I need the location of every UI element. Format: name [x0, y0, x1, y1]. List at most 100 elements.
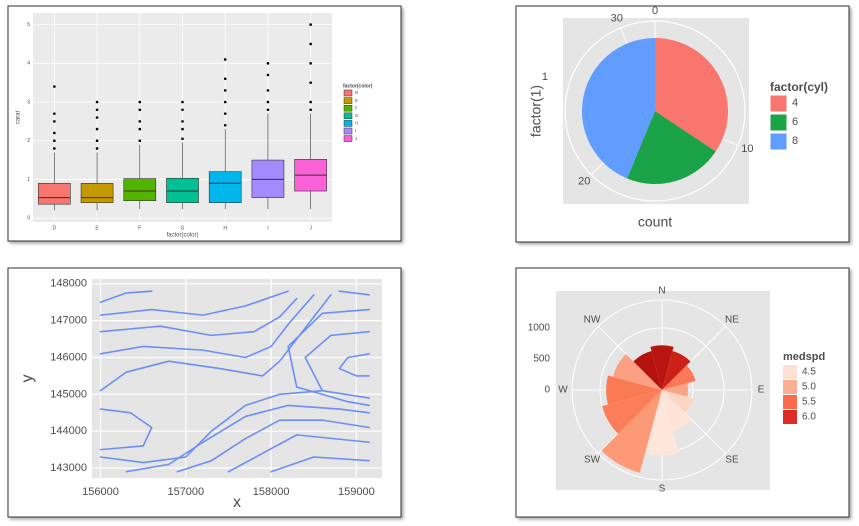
legend-key: [769, 132, 788, 151]
outlier: [309, 23, 312, 26]
contour-line: [99, 290, 289, 316]
x-tick-label: 157000: [167, 486, 204, 498]
legend-key: [769, 113, 788, 132]
outlier: [95, 139, 99, 143]
legend-label: F: [355, 105, 358, 110]
contour-line: [99, 290, 153, 304]
outlier: [53, 131, 56, 135]
legend-label: 4: [792, 97, 798, 109]
contour-line: [99, 294, 315, 359]
direction-label: NW: [584, 315, 601, 326]
outlier: [53, 147, 56, 150]
legend-label: I: [355, 128, 356, 133]
legend-label: 5.5: [802, 397, 816, 408]
legend-key: [783, 365, 797, 379]
direction-label: SE: [725, 455, 739, 466]
contour-line: [99, 389, 324, 464]
x-tick-label: F: [138, 225, 141, 231]
outlier: [223, 58, 227, 61]
box: [123, 178, 157, 202]
outlier: [266, 89, 270, 92]
y-tick-label: 0: [27, 215, 30, 221]
polar-bar: [633, 351, 662, 390]
x-tick-label: H: [223, 225, 227, 231]
y-tick-label: 3: [27, 99, 30, 105]
outlier: [181, 100, 184, 104]
outlier: [53, 85, 56, 88]
y-tick-label: 1: [27, 177, 30, 183]
legend-label: G: [355, 113, 359, 118]
legend-key: [783, 395, 797, 409]
x-tick-label: I: [267, 225, 268, 231]
direction-label: SW: [584, 455, 601, 466]
pie-slice: [655, 37, 729, 152]
outlier: [138, 100, 142, 104]
legend-key: [343, 127, 353, 135]
x-axis-label: x: [233, 494, 241, 511]
legend-key: [343, 135, 353, 142]
polar-bar: [645, 390, 679, 456]
outlier: [95, 108, 99, 112]
outlier: [223, 100, 227, 104]
x-axis-label: factor(color): [166, 233, 198, 239]
polar-bar: [601, 390, 662, 473]
outlier: [266, 108, 270, 112]
box: [80, 182, 114, 203]
y-tick-label: 5: [27, 22, 30, 28]
polar-bar: [662, 383, 689, 397]
y-tick-label: 145000: [50, 388, 87, 400]
contour-line: [338, 353, 371, 377]
y-tick-label: 4: [27, 61, 30, 67]
contour-line: [99, 297, 298, 337]
legend-title: medspd: [783, 351, 825, 363]
legend-key: [343, 89, 353, 97]
polar-bar: [662, 365, 696, 390]
legend-label: D: [355, 90, 359, 95]
outlier: [266, 73, 270, 77]
contour-line: [304, 330, 371, 399]
outlier: [309, 100, 312, 104]
direction-label: E: [758, 385, 765, 396]
legend-label: 5.0: [802, 382, 816, 393]
outlier: [266, 100, 270, 104]
outlier: [95, 116, 99, 119]
legend-key: [769, 94, 788, 113]
box: [251, 159, 285, 198]
outlier: [138, 108, 142, 112]
y-axis-label: y: [19, 375, 36, 383]
box: [166, 177, 199, 203]
x-tick-label: 156000: [82, 486, 119, 498]
y-tick-label: 143000: [50, 462, 87, 474]
outlier: [181, 120, 184, 123]
y-tick-label: 146000: [50, 351, 87, 363]
outlier: [181, 127, 184, 131]
legend-title: factor(cyl): [770, 80, 828, 94]
legend-title: factor(color): [343, 83, 373, 89]
box: [208, 171, 242, 203]
outlier: [53, 120, 56, 123]
outlier: [223, 123, 227, 127]
polar-bar: [612, 354, 662, 390]
x-axis-label: count: [638, 214, 672, 230]
pie-slice: [627, 111, 716, 184]
outlier: [266, 62, 270, 65]
legend-label: 8: [792, 135, 798, 147]
outlier: [309, 62, 312, 65]
outlier: [181, 137, 184, 141]
contour-line: [227, 434, 371, 473]
contour-line: [338, 290, 371, 296]
y-axis-label: factor(1): [528, 85, 544, 137]
outlier: [95, 127, 99, 131]
y-tick-label: 148000: [50, 278, 87, 290]
polar-bar: [606, 375, 662, 405]
direction-label: S: [659, 484, 666, 495]
legend-label: J: [355, 136, 357, 141]
outlier: [95, 147, 99, 150]
polar-bar: [662, 351, 691, 390]
contour-line: [99, 408, 153, 451]
y-tick-label: 500: [533, 354, 550, 365]
x-tick-label: 158000: [253, 486, 290, 498]
angle-tick-label: 30: [611, 13, 623, 25]
y-tick-label: 2: [27, 138, 30, 144]
